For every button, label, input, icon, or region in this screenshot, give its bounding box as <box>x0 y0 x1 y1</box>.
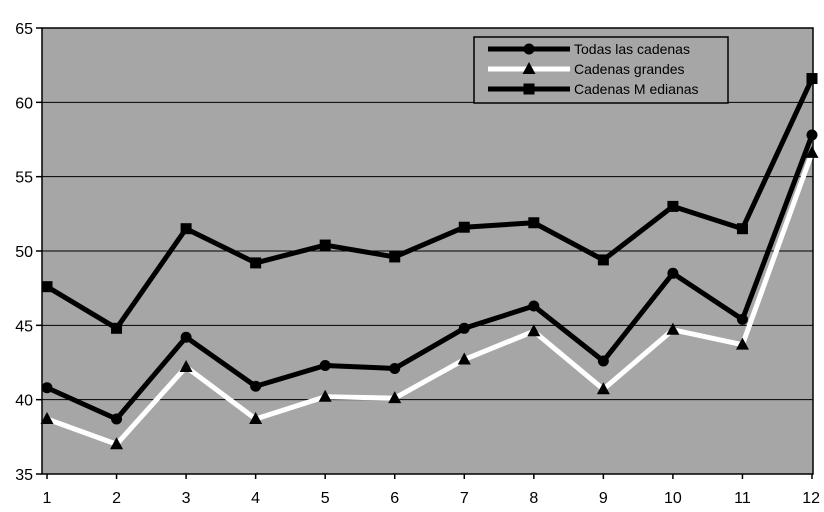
legend-item: Cadenas M edianas <box>488 81 699 97</box>
x-tick-label: 7 <box>460 490 469 507</box>
x-tick-label: 6 <box>390 490 399 507</box>
y-tick-label: 45 <box>15 318 33 335</box>
y-tick-label: 50 <box>15 244 33 261</box>
data-point-triangle <box>457 352 471 365</box>
data-point-square <box>528 217 540 229</box>
data-point-circle <box>389 362 401 374</box>
data-point-circle <box>41 382 53 394</box>
data-point-circle <box>319 359 331 371</box>
series-line <box>45 77 815 331</box>
series-0 <box>41 129 818 425</box>
series-line <box>45 134 815 422</box>
data-point-triangle <box>40 411 54 424</box>
y-axis: 35 40 45 50 55 60 65 <box>15 21 42 484</box>
data-point-circle <box>806 129 818 141</box>
data-point-circle <box>597 355 609 367</box>
x-tick-label: 9 <box>599 490 608 507</box>
data-point-triangle <box>249 411 263 424</box>
x-tick-label: 12 <box>802 490 820 507</box>
data-point-triangle <box>110 437 124 450</box>
series-2 <box>41 73 818 334</box>
data-point-triangle <box>179 359 193 372</box>
legend-item: Todas las cadenas <box>488 41 690 57</box>
x-tick-label: 4 <box>251 490 260 507</box>
data-point-square <box>180 223 192 235</box>
y-tick-label: 65 <box>15 21 33 38</box>
x-tick-label: 3 <box>182 490 191 507</box>
x-tick-label: 10 <box>664 490 682 507</box>
y-tick-label: 35 <box>15 467 33 484</box>
legend-label: Todas las cadenas <box>574 41 690 57</box>
series-layer <box>40 73 819 450</box>
data-point-triangle <box>805 145 819 158</box>
data-point-square <box>319 239 331 251</box>
data-point-circle <box>111 413 123 425</box>
x-tick-label: 11 <box>734 490 751 507</box>
data-point-square <box>806 73 818 85</box>
y-tick-label: 60 <box>15 95 33 112</box>
data-point-square <box>597 254 609 266</box>
y-tick-label: 40 <box>15 393 33 410</box>
data-point-square <box>667 200 679 212</box>
x-tick-label: 5 <box>321 490 330 507</box>
data-point-triangle <box>527 324 541 337</box>
x-axis: 1 2 3 4 5 6 7 8 9 10 11 12 <box>43 474 820 507</box>
data-point-triangle <box>522 62 536 74</box>
series-line <box>46 152 815 447</box>
data-point-triangle <box>318 389 332 402</box>
data-point-circle <box>667 267 679 279</box>
data-point-circle <box>528 300 540 312</box>
data-point-square <box>250 257 262 269</box>
data-point-square <box>523 83 535 95</box>
data-point-square <box>458 221 470 233</box>
data-point-triangle <box>666 322 680 335</box>
legend-label: Cadenas grandes <box>574 61 685 77</box>
data-point-square <box>111 322 123 334</box>
data-point-circle <box>458 322 470 334</box>
data-point-square <box>736 223 748 235</box>
data-point-circle <box>250 380 262 392</box>
data-point-circle <box>736 313 748 325</box>
legend-item: Cadenas grandes <box>488 61 685 77</box>
data-point-triangle <box>388 391 402 404</box>
data-point-square <box>389 251 401 263</box>
data-point-triangle <box>596 382 610 395</box>
data-point-circle <box>180 331 192 343</box>
legend-label: Cadenas M edianas <box>574 81 699 97</box>
y-tick-label: 55 <box>15 170 33 187</box>
series-1 <box>40 145 819 450</box>
legend: Todas las cadenas Cadenas grandes Cadenas … <box>473 36 729 104</box>
data-point-square <box>41 281 53 293</box>
x-tick-label: 2 <box>112 490 121 507</box>
x-tick-label: 8 <box>529 490 538 507</box>
x-tick-label: 1 <box>43 490 52 507</box>
data-point-triangle <box>735 337 749 350</box>
data-point-circle <box>523 43 535 55</box>
